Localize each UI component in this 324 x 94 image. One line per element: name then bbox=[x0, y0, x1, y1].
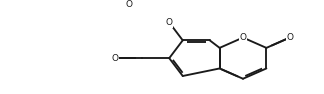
Text: O: O bbox=[166, 18, 173, 27]
Text: O: O bbox=[286, 33, 293, 42]
Text: O: O bbox=[112, 54, 119, 63]
Text: O: O bbox=[125, 0, 132, 9]
Text: O: O bbox=[239, 33, 247, 42]
